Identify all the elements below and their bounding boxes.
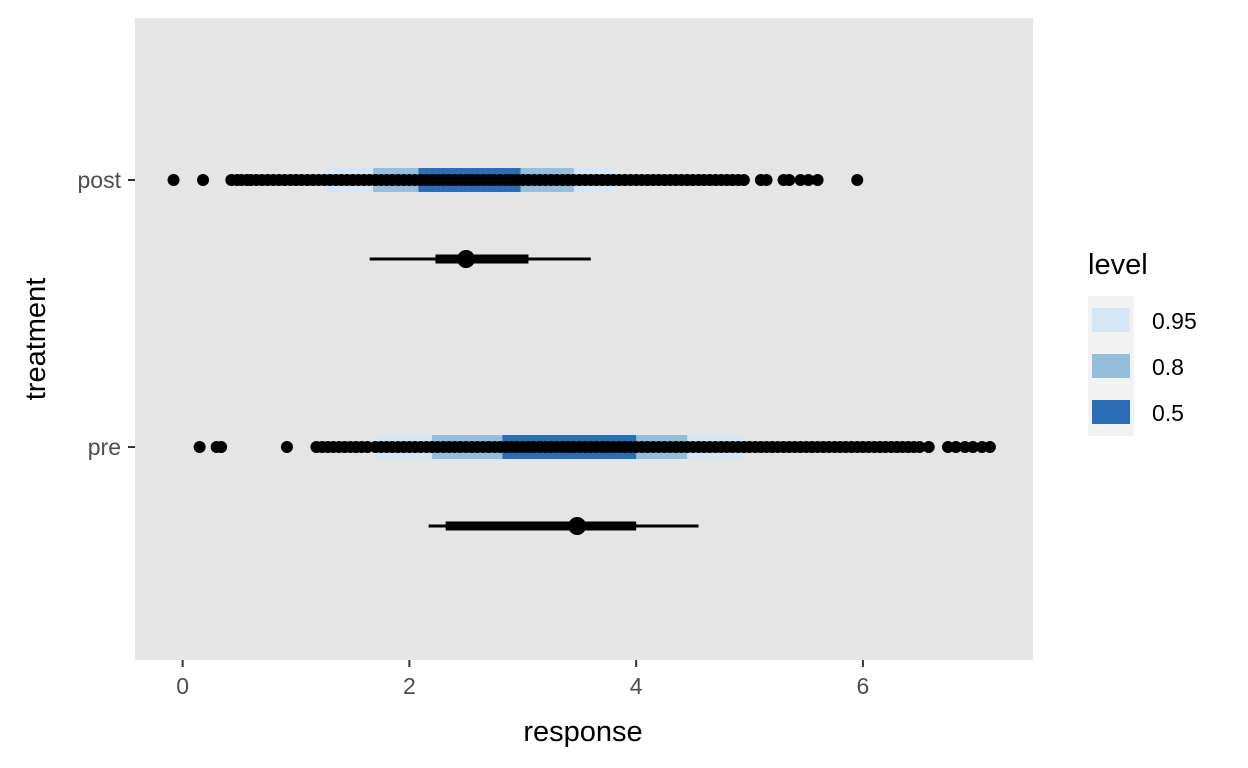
x-tick-label-6: 6 (857, 673, 870, 699)
legend-key-0_5 (1092, 400, 1130, 424)
legend: level 0.95 0.8 0.5 (1088, 249, 1197, 436)
legend-entries: 0.95 0.8 0.5 (1092, 308, 1197, 426)
dot-pre-117 (983, 441, 996, 453)
plot-panel (135, 18, 1033, 660)
y-axis: post pre (78, 167, 135, 460)
legend-label-0_5: 0.5 (1152, 400, 1184, 426)
y-tick-label-pre: pre (88, 434, 121, 460)
x-axis-title: response (523, 716, 642, 748)
legend-key-0_8 (1092, 354, 1130, 378)
dot-post-99 (802, 174, 815, 186)
dot-post-101 (851, 174, 864, 186)
legend-label-0_95: 0.95 (1152, 308, 1197, 334)
dot-pre-115 (966, 441, 979, 453)
dot-pre-113 (949, 441, 962, 453)
dot-post-0 (167, 174, 180, 186)
legend-title: level (1088, 249, 1148, 281)
x-tick-label-2: 2 (403, 673, 416, 699)
interval-center-post (457, 250, 476, 268)
legend-label-0_8: 0.8 (1152, 354, 1184, 380)
dot-pre-111 (922, 441, 935, 453)
dot-post-93 (737, 174, 750, 186)
y-axis-title: treatment (20, 278, 52, 401)
dot-post-1 (197, 174, 210, 186)
interval-center-pre (568, 517, 587, 535)
legend-key-0_95 (1092, 308, 1130, 332)
x-tick-label-4: 4 (630, 673, 643, 699)
y-tick-label-post: post (78, 167, 122, 193)
dot-points (167, 174, 996, 453)
dot-pre-3 (280, 441, 293, 453)
dot-post-95 (760, 174, 773, 186)
dot-pre-0 (193, 441, 206, 453)
dot-pre-110 (913, 441, 926, 453)
dot-post-97 (783, 174, 796, 186)
x-tick-label-0: 0 (176, 673, 189, 699)
point-intervals (369, 250, 699, 535)
dot-post-100 (811, 174, 824, 186)
dot-pre-2 (215, 441, 228, 453)
x-axis: 0 2 4 6 (176, 660, 869, 699)
